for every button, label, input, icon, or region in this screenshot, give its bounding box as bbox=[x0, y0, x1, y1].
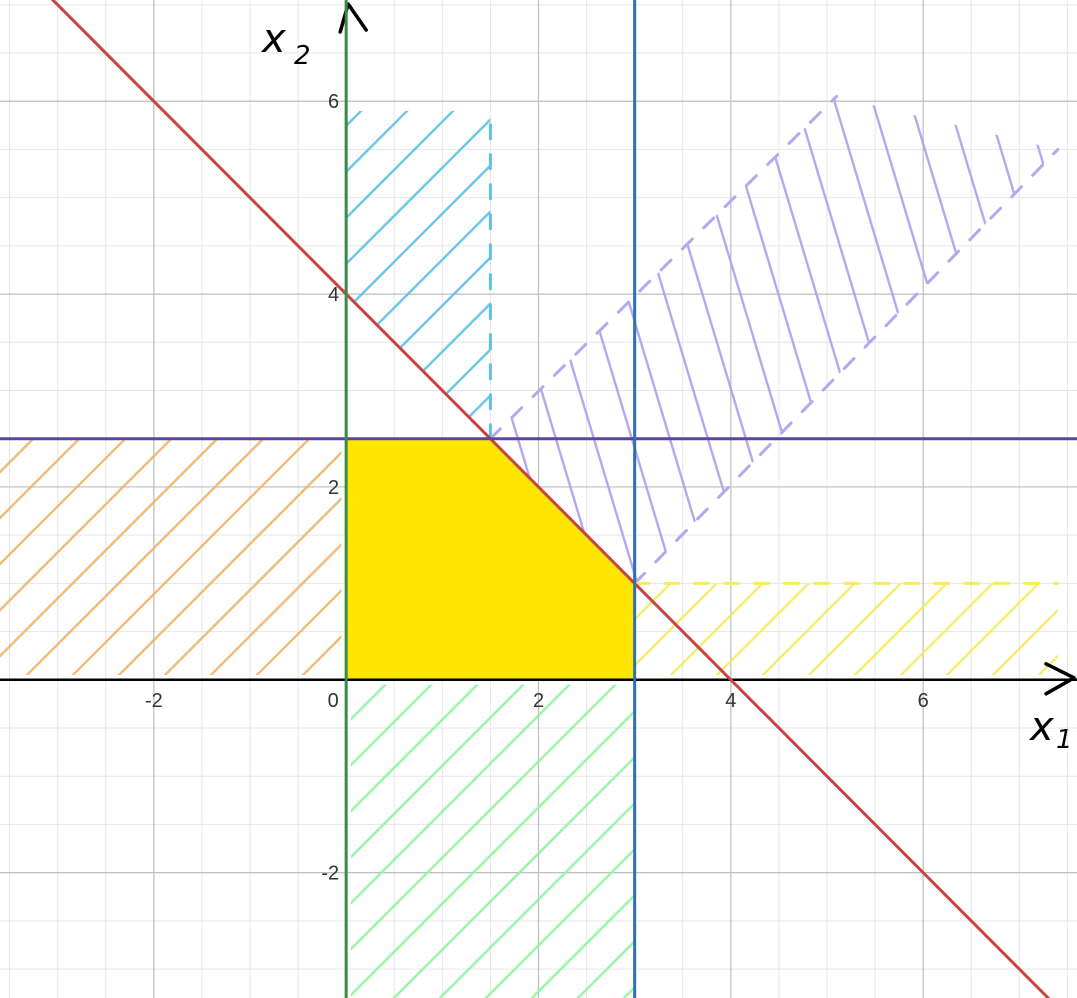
hatch-stroke bbox=[490, 96, 726, 584]
y-tick-label: 4 bbox=[328, 284, 339, 306]
hatch-stroke bbox=[954, 96, 1058, 584]
hatch-stroke bbox=[916, 96, 1058, 584]
x-axis-label: x bbox=[1028, 704, 1054, 750]
axis-labels: x 2 x 1 bbox=[260, 16, 1073, 755]
y-axis-arrow bbox=[338, 2, 368, 34]
hatch-stroke bbox=[346, 110, 491, 439]
hatch-stroke bbox=[438, 684, 635, 998]
hatch-stroke bbox=[0, 438, 342, 675]
hatch-stroke bbox=[0, 438, 342, 675]
hatch-stroke bbox=[351, 684, 635, 998]
hatch-stroke bbox=[351, 684, 635, 998]
y-axis-label: x bbox=[260, 16, 286, 62]
hatch-stroke bbox=[346, 110, 491, 439]
hatch-stroke bbox=[0, 438, 342, 675]
hatch-stroke bbox=[0, 438, 342, 675]
hatch-stroke bbox=[351, 684, 635, 998]
x-axis-label-sub: 1 bbox=[1056, 725, 1073, 755]
y-tick-label: 6 bbox=[328, 91, 339, 113]
hatch-stroke bbox=[0, 438, 342, 675]
x-tick-label: 4 bbox=[725, 690, 736, 712]
x-tick-label: 2 bbox=[533, 690, 544, 712]
y-tick-label: 2 bbox=[328, 477, 339, 499]
hatch-stroke bbox=[346, 110, 491, 439]
hatch-stroke bbox=[0, 438, 342, 675]
hatch-stroke bbox=[0, 438, 342, 675]
dashed-boundary bbox=[633, 148, 1060, 585]
feasible-region bbox=[346, 438, 635, 680]
dashed-boundary bbox=[488, 94, 839, 441]
tick-labels: -2 0 2 4 6 -2 2 4 6 bbox=[145, 91, 929, 884]
x-tick-label: 0 bbox=[328, 690, 339, 712]
x-tick-label: -2 bbox=[145, 690, 163, 712]
y-tick-label: -2 bbox=[321, 863, 339, 885]
hatch-stroke bbox=[0, 438, 342, 675]
y-axis-label-sub: 2 bbox=[294, 41, 311, 71]
x-axis-arrow bbox=[1044, 662, 1076, 696]
hatch-stroke bbox=[392, 684, 635, 998]
hatch-stroke bbox=[351, 684, 635, 998]
dashed-boundaries bbox=[488, 94, 1060, 585]
x-tick-label: 6 bbox=[918, 690, 929, 712]
